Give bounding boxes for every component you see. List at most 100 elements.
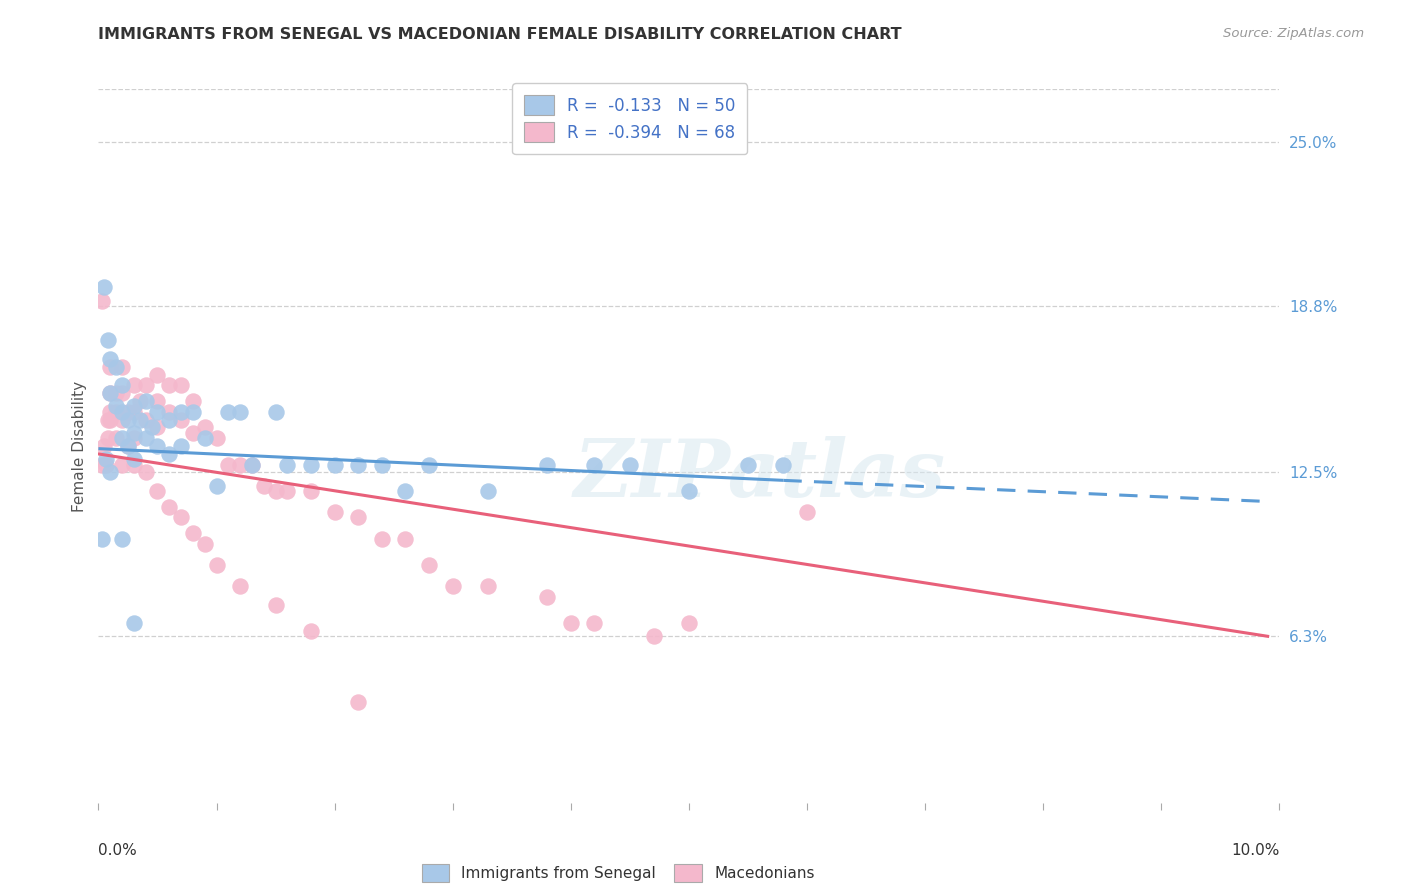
- Point: [97, 412, 120, 426]
- Text: Source: ZipAtlas.com: Source: ZipAtlas.com: [1223, 27, 1364, 40]
- Point: [105, 431, 128, 445]
- Point: [111, 532, 134, 546]
- Point: [111, 386, 134, 401]
- Point: [276, 483, 298, 498]
- Point: [111, 458, 134, 472]
- Point: [678, 483, 700, 498]
- Point: [98, 386, 121, 401]
- Point: [181, 526, 204, 541]
- Point: [98, 466, 121, 480]
- Point: [477, 483, 499, 498]
- Point: [217, 458, 239, 472]
- Text: IMMIGRANTS FROM SENEGAL VS MACEDONIAN FEMALE DISABILITY CORRELATION CHART: IMMIGRANTS FROM SENEGAL VS MACEDONIAN FE…: [98, 27, 903, 42]
- Point: [619, 458, 641, 472]
- Point: [94, 452, 117, 467]
- Point: [205, 478, 228, 492]
- Point: [146, 420, 169, 434]
- Point: [117, 404, 139, 418]
- Point: [678, 616, 700, 631]
- Point: [97, 431, 120, 445]
- Point: [98, 359, 121, 374]
- Point: [98, 386, 121, 401]
- Point: [371, 458, 394, 472]
- Point: [122, 400, 145, 414]
- Point: [135, 394, 157, 409]
- Point: [560, 616, 582, 631]
- Point: [205, 431, 228, 445]
- Point: [146, 483, 169, 498]
- Point: [194, 431, 217, 445]
- Point: [157, 412, 180, 426]
- Point: [170, 439, 193, 453]
- Y-axis label: Female Disability: Female Disability: [72, 380, 87, 512]
- Point: [98, 404, 121, 418]
- Point: [157, 500, 180, 514]
- Point: [128, 412, 150, 426]
- Point: [93, 280, 115, 294]
- Point: [111, 431, 134, 445]
- Point: [122, 425, 145, 440]
- Point: [122, 458, 145, 472]
- Point: [98, 351, 121, 366]
- Point: [299, 458, 322, 472]
- Point: [477, 579, 499, 593]
- Text: ZIPatlas: ZIPatlas: [574, 436, 946, 513]
- Point: [135, 378, 157, 392]
- Point: [418, 558, 440, 572]
- Point: [394, 532, 416, 546]
- Text: 10.0%: 10.0%: [1232, 843, 1279, 858]
- Point: [194, 420, 217, 434]
- Point: [536, 590, 558, 604]
- Point: [105, 359, 128, 374]
- Point: [128, 394, 150, 409]
- Point: [94, 458, 117, 472]
- Point: [276, 458, 298, 472]
- Point: [643, 629, 665, 643]
- Point: [146, 404, 169, 418]
- Point: [122, 378, 145, 392]
- Point: [105, 404, 128, 418]
- Point: [347, 695, 370, 709]
- Point: [299, 483, 322, 498]
- Point: [181, 404, 204, 418]
- Point: [323, 505, 346, 519]
- Point: [117, 439, 139, 453]
- Text: 0.0%: 0.0%: [98, 843, 138, 858]
- Point: [229, 404, 252, 418]
- Point: [111, 359, 134, 374]
- Point: [240, 458, 263, 472]
- Point: [97, 333, 120, 347]
- Point: [105, 386, 128, 401]
- Point: [796, 505, 818, 519]
- Point: [117, 412, 139, 426]
- Point: [111, 412, 134, 426]
- Point: [122, 616, 145, 631]
- Point: [737, 458, 759, 472]
- Point: [170, 510, 193, 524]
- Point: [135, 466, 157, 480]
- Point: [371, 532, 394, 546]
- Point: [135, 412, 157, 426]
- Point: [772, 458, 794, 472]
- Point: [394, 483, 416, 498]
- Point: [347, 510, 370, 524]
- Point: [170, 404, 193, 418]
- Point: [91, 458, 114, 472]
- Point: [91, 532, 114, 546]
- Point: [347, 458, 370, 472]
- Point: [205, 558, 228, 572]
- Point: [157, 378, 180, 392]
- Point: [240, 458, 263, 472]
- Point: [583, 616, 606, 631]
- Point: [105, 400, 128, 414]
- Point: [264, 404, 287, 418]
- Point: [157, 404, 180, 418]
- Point: [146, 439, 169, 453]
- Point: [117, 439, 139, 453]
- Point: [170, 412, 193, 426]
- Point: [157, 447, 180, 461]
- Point: [91, 293, 114, 308]
- Point: [93, 439, 115, 453]
- Point: [122, 404, 145, 418]
- Point: [141, 420, 163, 434]
